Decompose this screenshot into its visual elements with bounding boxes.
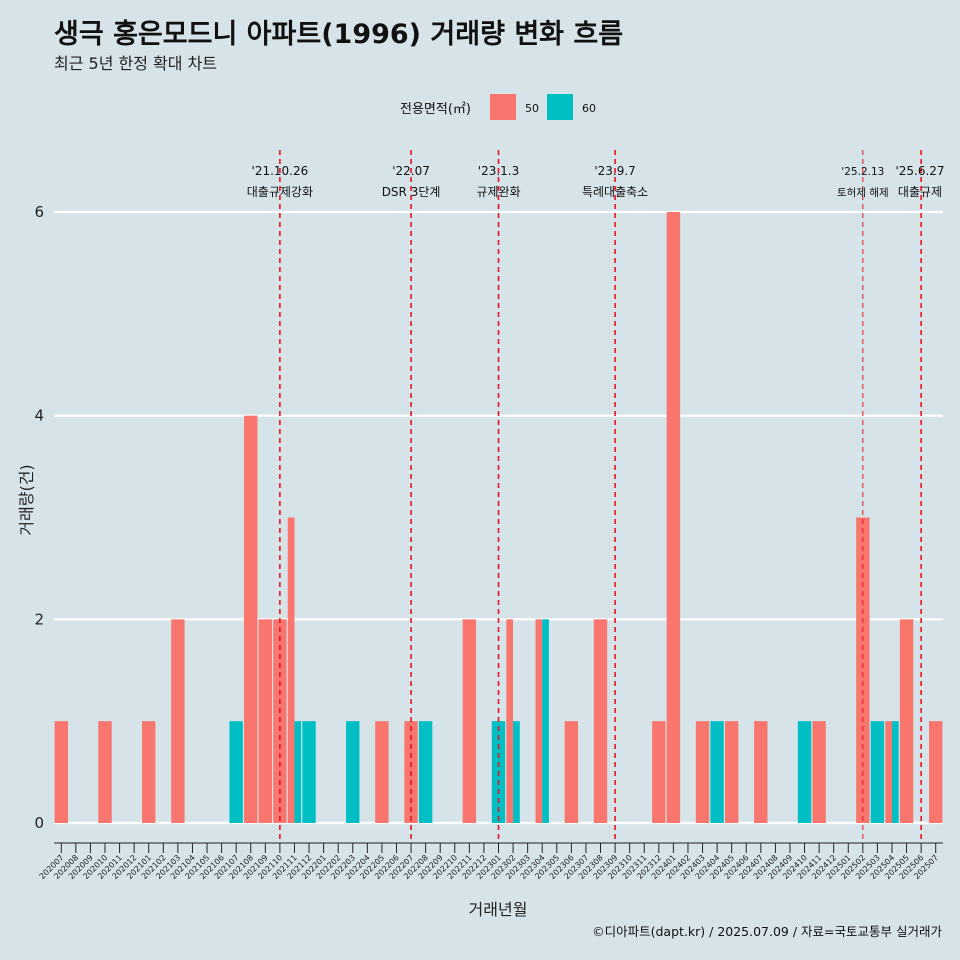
bar-60-202112 bbox=[302, 721, 316, 823]
event-date-202207: '22.07 bbox=[392, 164, 430, 178]
bar-50-202312 bbox=[652, 721, 666, 823]
event-label-202506: 대출규제 bbox=[898, 185, 942, 199]
y-tick-label: 2 bbox=[34, 610, 44, 628]
bar-50-202405 bbox=[724, 721, 739, 823]
bar-50-202308 bbox=[593, 619, 608, 823]
bars bbox=[54, 212, 943, 823]
bar-50-202211 bbox=[462, 619, 477, 823]
bar-60-202503 bbox=[870, 721, 885, 823]
legend-label-50: 50 bbox=[525, 102, 539, 115]
x-axis-label: 거래년월 bbox=[469, 900, 528, 919]
bar-60-202208 bbox=[418, 721, 433, 823]
event-date-202502: '25.2.13 bbox=[841, 166, 884, 178]
event-label-202309: 특례대출축소 bbox=[582, 185, 648, 199]
bar-60-202107 bbox=[229, 721, 243, 823]
bar-50-202304 bbox=[535, 619, 543, 823]
legend: 전용면적(㎡) 50 60 bbox=[400, 94, 596, 120]
event-label-202207: DSR 3단계 bbox=[382, 185, 441, 199]
bar-50-202103 bbox=[171, 619, 185, 823]
bar-50-202108 bbox=[244, 415, 258, 823]
y-axis-ticks: 0 2 4 6 bbox=[34, 203, 44, 832]
bar-60-202410 bbox=[797, 721, 812, 823]
chart-title: 생극 홍은모드니 아파트(1996) 거래량 변화 흐름 bbox=[54, 19, 623, 50]
bar-50-202306 bbox=[564, 721, 579, 823]
legend-title: 전용면적(㎡) bbox=[400, 102, 471, 117]
event-label-202301: 규제완화 bbox=[476, 185, 520, 199]
event-date-202110: '21.10.26 bbox=[252, 164, 309, 178]
bar-50-202109 bbox=[258, 619, 273, 823]
y-tick-label: 0 bbox=[34, 814, 44, 832]
caption: ©디아파트(dapt.kr) / 2025.07.09 / 자료=국토교통부 실… bbox=[592, 924, 942, 939]
legend-swatch-60 bbox=[547, 94, 573, 120]
bar-50-202403 bbox=[695, 721, 710, 823]
bar-50-202111 bbox=[287, 517, 295, 823]
bar-50-202507 bbox=[929, 721, 943, 823]
event-date-202301: '23.1.3 bbox=[478, 164, 519, 178]
event-markers: '21.10.26 대출규제강화 '22.07 DSR 3단계 '23.1.3 규제완화 '… bbox=[247, 150, 945, 843]
event-label-202110: 대출규제강화 bbox=[247, 185, 313, 199]
legend-label-60: 60 bbox=[582, 102, 596, 115]
bar-50-202505 bbox=[899, 619, 914, 823]
bar-50-202401 bbox=[666, 212, 681, 823]
bar-50-202504 bbox=[885, 721, 892, 823]
bar-60-202304 bbox=[542, 619, 549, 823]
bar-60-202111 bbox=[294, 721, 302, 823]
bar-60-202504 bbox=[891, 721, 899, 823]
bar-60-202302 bbox=[513, 721, 520, 823]
bar-50-202101 bbox=[142, 721, 156, 823]
event-date-202309: '23.9.7 bbox=[594, 164, 635, 178]
y-tick-label: 6 bbox=[34, 203, 44, 221]
bar-50-202302 bbox=[506, 619, 514, 823]
event-label-202502: 토허제 해제 bbox=[837, 186, 889, 199]
y-axis-label: 거래량(건) bbox=[17, 464, 36, 535]
bar-50-202502 bbox=[856, 517, 870, 823]
bar-50-202411 bbox=[812, 721, 826, 823]
chart-subtitle: 최근 5년 한정 확대 차트 bbox=[54, 54, 217, 73]
bar-50-202407 bbox=[754, 721, 768, 823]
event-date-202506: '25.6.27 bbox=[895, 164, 944, 178]
bar-50-202205 bbox=[375, 721, 389, 823]
x-axis-ticks: 2020072020082020092020102020112020122021… bbox=[38, 843, 940, 881]
bar-60-202203 bbox=[346, 721, 360, 823]
bar-60-202404 bbox=[710, 721, 724, 823]
bar-50-202010 bbox=[98, 721, 112, 823]
bar-50-202007 bbox=[54, 721, 68, 823]
y-tick-label: 4 bbox=[34, 407, 44, 425]
legend-swatch-50 bbox=[490, 94, 516, 120]
